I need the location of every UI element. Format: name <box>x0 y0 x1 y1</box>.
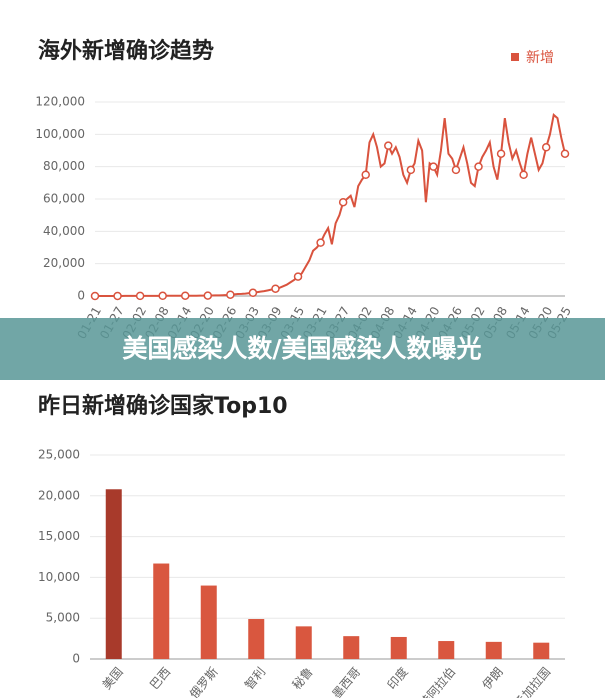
point <box>226 290 235 299</box>
point <box>406 165 416 175</box>
point <box>248 288 258 298</box>
x-tick-label: 印度 <box>384 664 411 692</box>
point <box>135 291 145 301</box>
y-tick-label: 0 <box>72 652 80 666</box>
bar <box>153 563 170 659</box>
series-line <box>95 113 566 297</box>
point <box>271 284 280 293</box>
point <box>113 291 122 301</box>
point <box>338 197 348 207</box>
y-tick-label: 60,000 <box>43 192 85 206</box>
x-tick-label: 秘鲁 <box>290 665 316 692</box>
point <box>451 165 461 175</box>
point <box>90 291 100 301</box>
x-tick-label: 沙特阿拉伯 <box>408 664 458 698</box>
x-tick-label: 伊朗 <box>480 665 506 692</box>
y-tick-label: 120,000 <box>35 95 85 109</box>
point <box>361 170 370 179</box>
point <box>474 162 483 171</box>
y-tick-label: 100,000 <box>35 127 85 141</box>
chart-title: 昨日新增确诊国家Top10 <box>38 393 288 419</box>
y-tick-label: 20,000 <box>38 488 80 502</box>
y-tick-label: 5,000 <box>46 611 80 625</box>
x-tick-label: 美国 <box>100 665 126 692</box>
x-tick-label: 俄罗斯 <box>187 665 221 698</box>
bar <box>438 641 455 659</box>
x-tick-label: 智利 <box>241 664 268 692</box>
point <box>180 291 190 300</box>
bar <box>105 489 122 659</box>
x-tick-label: 墨西哥 <box>329 665 363 698</box>
bar <box>295 626 312 659</box>
y-tick-label: 25,000 <box>38 448 80 462</box>
y-tick-label: 80,000 <box>43 159 85 173</box>
x-tick-label: 孟加拉国 <box>511 664 553 698</box>
y-tick-label: 20,000 <box>43 256 85 270</box>
bar <box>343 636 360 659</box>
y-tick-label: 15,000 <box>38 529 80 543</box>
point <box>560 149 570 158</box>
bar <box>533 642 550 659</box>
point <box>316 238 325 247</box>
bar <box>200 585 217 659</box>
bar <box>248 619 265 659</box>
y-tick-label: 0 <box>77 289 85 303</box>
legend-swatch <box>511 53 519 61</box>
banner-text: 美国感染人数/美国感染人数曝光 <box>122 334 481 363</box>
y-tick-label: 40,000 <box>43 224 85 238</box>
banner-band <box>0 318 605 380</box>
point <box>293 272 303 281</box>
chart-title: 海外新增确诊趋势 <box>38 38 214 64</box>
legend-label: 新增 <box>526 50 554 66</box>
point <box>158 291 167 301</box>
point <box>496 149 506 158</box>
y-tick-label: 10,000 <box>38 570 80 584</box>
bar <box>390 636 407 659</box>
x-tick-label: 巴西 <box>147 665 173 692</box>
point <box>384 141 393 150</box>
point <box>429 162 438 171</box>
bar <box>485 641 502 659</box>
point <box>519 170 528 179</box>
point <box>203 291 213 300</box>
point <box>541 143 551 152</box>
